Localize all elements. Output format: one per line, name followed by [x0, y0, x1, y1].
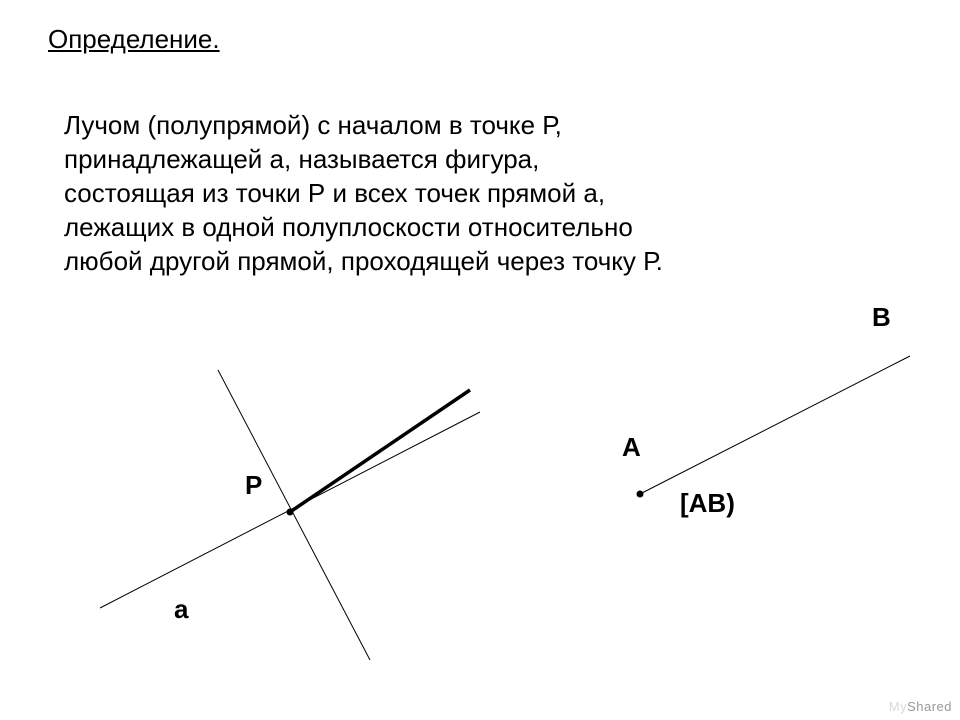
ray-ab	[640, 356, 910, 494]
watermark-right: Shared	[907, 699, 952, 714]
label-a-point: А	[622, 432, 641, 463]
watermark: MyShared	[889, 699, 952, 714]
ray-from-p	[290, 390, 470, 512]
label-a: а	[174, 594, 188, 625]
label-p: Р	[245, 470, 262, 501]
point-p-dot	[287, 509, 294, 516]
label-ab-ray: [AB)	[680, 488, 735, 519]
line-through-p	[218, 370, 370, 660]
watermark-left: My	[889, 699, 907, 714]
point-a-dot	[637, 491, 644, 498]
label-b-point: В	[872, 302, 891, 333]
geometry-diagram	[0, 0, 960, 720]
